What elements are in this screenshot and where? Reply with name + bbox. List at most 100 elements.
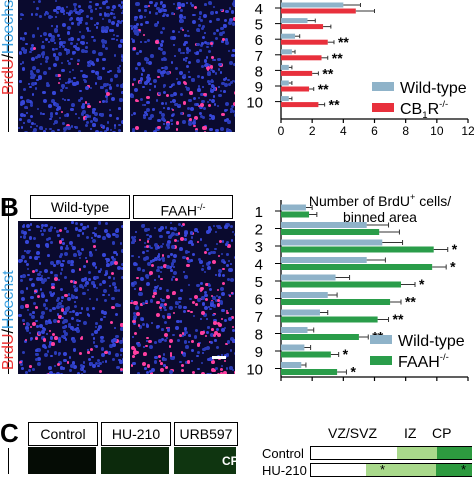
cell-nucleus bbox=[101, 347, 104, 350]
cell-nucleus bbox=[67, 306, 71, 310]
cell-nucleus bbox=[67, 297, 71, 301]
cell-nucleus bbox=[163, 353, 165, 355]
cell-nucleus bbox=[217, 303, 221, 307]
cell-nucleus bbox=[30, 126, 32, 128]
cell-nucleus bbox=[154, 227, 156, 229]
cell-nucleus bbox=[203, 14, 207, 18]
cell-nucleus bbox=[134, 18, 137, 21]
cell-nucleus bbox=[131, 95, 134, 98]
cell-nucleus bbox=[161, 299, 164, 302]
cell-nucleus bbox=[20, 363, 23, 366]
cell-nucleus bbox=[109, 114, 112, 117]
category-label: 7 bbox=[255, 48, 263, 65]
cell-nucleus bbox=[180, 19, 184, 23]
cell-nucleus bbox=[21, 367, 24, 370]
cell-nucleus bbox=[55, 0, 57, 2]
cell-nucleus bbox=[190, 311, 192, 313]
cell-nucleus bbox=[30, 326, 32, 328]
cell-nucleus bbox=[119, 98, 122, 101]
cell-nucleus bbox=[196, 229, 199, 232]
bar bbox=[281, 310, 320, 316]
cell-nucleus bbox=[214, 103, 217, 106]
cell-nucleus bbox=[170, 101, 172, 103]
cell-nucleus bbox=[140, 23, 143, 26]
x-tick-label: 0 bbox=[278, 382, 285, 384]
cell-nucleus bbox=[202, 352, 204, 354]
cell-nucleus bbox=[163, 107, 165, 109]
cell-nucleus bbox=[228, 130, 231, 132]
cell-nucleus bbox=[196, 284, 200, 288]
cell-nucleus bbox=[150, 54, 154, 58]
cell-nucleus bbox=[36, 277, 40, 281]
cell-nucleus bbox=[80, 223, 83, 226]
cell-nucleus bbox=[41, 227, 43, 229]
cell-nucleus bbox=[206, 346, 210, 350]
cell-nucleus bbox=[187, 35, 189, 37]
cell-nucleus bbox=[162, 243, 164, 245]
cell-nucleus bbox=[188, 71, 190, 73]
cell-nucleus bbox=[107, 71, 109, 73]
cell-nucleus bbox=[146, 234, 148, 236]
cell-nucleus bbox=[39, 262, 42, 265]
cell-nucleus bbox=[38, 0, 41, 3]
cell-nucleus bbox=[114, 327, 116, 329]
cell-nucleus bbox=[154, 23, 158, 27]
cell-nucleus bbox=[154, 360, 157, 363]
cell-nucleus bbox=[184, 238, 187, 241]
bar bbox=[281, 24, 323, 29]
cell-nucleus bbox=[161, 58, 164, 61]
cell-nucleus bbox=[93, 245, 96, 248]
cell-nucleus bbox=[50, 336, 54, 340]
cell-nucleus bbox=[139, 287, 143, 291]
cell-nucleus bbox=[77, 372, 80, 374]
cell-nucleus bbox=[110, 93, 112, 95]
cell-nucleus bbox=[81, 278, 85, 282]
cell-nucleus bbox=[32, 131, 36, 132]
cell-nucleus bbox=[54, 365, 56, 367]
cell-nucleus bbox=[76, 43, 79, 46]
cell-nucleus bbox=[102, 361, 104, 363]
bar bbox=[281, 40, 328, 45]
cell-nucleus bbox=[106, 127, 109, 130]
cell-nucleus bbox=[210, 303, 213, 306]
cell-nucleus bbox=[100, 268, 102, 270]
cell-nucleus bbox=[199, 11, 202, 14]
bar bbox=[281, 299, 390, 305]
cell-nucleus bbox=[214, 59, 216, 61]
cell-nucleus bbox=[202, 302, 206, 306]
x-tick-label: 2 bbox=[309, 124, 316, 138]
cell-nucleus bbox=[67, 31, 71, 35]
panel-c-tab-hu210: HU-210 bbox=[101, 422, 171, 446]
cell-nucleus bbox=[202, 126, 206, 130]
cell-nucleus bbox=[112, 343, 115, 346]
category-label: 8 bbox=[255, 63, 263, 80]
significance-mark: * bbox=[343, 346, 349, 362]
cell-nucleus bbox=[82, 110, 86, 114]
panel-c-hu210-sig: * bbox=[380, 462, 385, 477]
bar bbox=[281, 352, 331, 358]
cell-nucleus bbox=[73, 348, 77, 352]
cell-nucleus bbox=[97, 365, 99, 367]
cell-nucleus bbox=[54, 28, 58, 32]
cell-nucleus bbox=[173, 271, 177, 275]
panel-c-col-vzsvz: VZ/SVZ bbox=[328, 425, 377, 441]
cell-nucleus bbox=[209, 288, 212, 291]
cell-nucleus bbox=[137, 62, 141, 66]
cell-nucleus bbox=[211, 56, 214, 59]
cell-nucleus bbox=[120, 348, 123, 352]
cell-nucleus bbox=[112, 358, 116, 362]
cell-nucleus bbox=[102, 280, 106, 284]
cell-nucleus bbox=[86, 121, 90, 125]
panel-c-tab-urb597: URB597 bbox=[174, 422, 238, 446]
cell-nucleus bbox=[58, 52, 62, 56]
cell-nucleus bbox=[173, 44, 175, 46]
panel-c-row-hu210: HU-210 bbox=[262, 463, 307, 478]
cell-nucleus bbox=[31, 283, 35, 287]
cell-nucleus bbox=[122, 337, 123, 341]
cell-nucleus bbox=[181, 369, 184, 372]
cell-nucleus bbox=[83, 265, 87, 269]
cell-nucleus bbox=[201, 362, 203, 364]
cell-nucleus bbox=[87, 103, 89, 105]
cell-nucleus bbox=[67, 260, 71, 264]
cell-nucleus bbox=[112, 5, 116, 9]
